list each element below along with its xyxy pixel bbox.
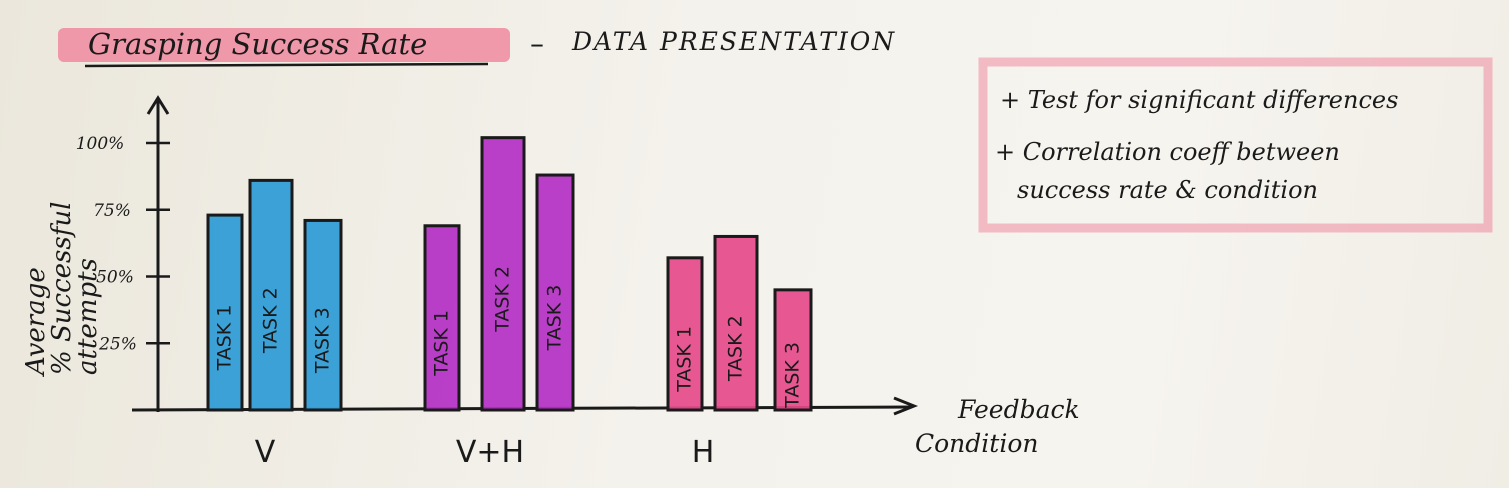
chart-title: Grasping Success Rate (88, 27, 427, 61)
category-label: V+H (456, 435, 524, 470)
title-underline (84, 62, 489, 68)
bar-vplush-task-1 (423, 224, 461, 412)
y-tick-label: 75% (93, 201, 131, 221)
category-label: H (692, 435, 715, 470)
note-line-3: success rate & condition (1017, 176, 1318, 204)
title-highlight (58, 28, 510, 62)
bar-label: TASK 2 (260, 287, 282, 354)
bar-h-task-2 (713, 234, 759, 412)
bar-label: TASK 3 (312, 307, 334, 374)
bar-label: TASK 3 (544, 285, 566, 352)
x-axis-label-line-1: Feedback (957, 395, 1080, 424)
note-line-2: + Correlation coeff between (995, 138, 1340, 166)
x-axis-label-line-2: Condition (915, 429, 1038, 458)
bar-h-task-3 (773, 288, 813, 412)
y-axis-label-line-2: % Successful (47, 202, 77, 375)
bar-vplush-task-2 (480, 136, 526, 412)
y-tick-label: 50% (96, 268, 134, 288)
note-line-1: + Test for significant differences (1000, 86, 1398, 114)
y-tick-label: 25% (98, 334, 137, 354)
bar-label: TASK 1 (214, 305, 236, 372)
notes-box (978, 57, 1493, 233)
title-dash: – (530, 27, 544, 60)
y-ticks: 25% 50% 75% 100% (76, 134, 170, 354)
y-axis-arrow (146, 95, 170, 115)
bar-label: TASK 3 (782, 342, 804, 409)
y-axis-label: Average % Successful attempts (21, 202, 103, 377)
bars: TASK 1 TASK 2 TASK 3 TASK 1 TASK 2 TASK 3 TASK… (206, 136, 813, 412)
bar-h-task-1 (666, 256, 704, 412)
y-axis-label-line-3: attempts (73, 258, 103, 375)
bar-label: TASK 1 (431, 310, 453, 377)
category-labels: V V+H H (255, 435, 715, 470)
x-axis-arrow (893, 396, 919, 416)
chart-subtitle: DATA PRESENTATION (571, 27, 896, 56)
bar-label: TASK 2 (492, 266, 514, 333)
bar-label: TASK 1 (674, 326, 696, 393)
bar-v-task-3 (303, 218, 343, 412)
bar-label: TASK 2 (725, 315, 747, 382)
category-label: V (255, 435, 276, 470)
bar-vplush-task-3 (535, 173, 575, 412)
bar-v-task-1 (206, 213, 244, 412)
bar-v-task-2 (248, 178, 294, 412)
y-axis-label-line-1: Average (21, 267, 51, 377)
y-tick-label: 100% (76, 134, 125, 154)
